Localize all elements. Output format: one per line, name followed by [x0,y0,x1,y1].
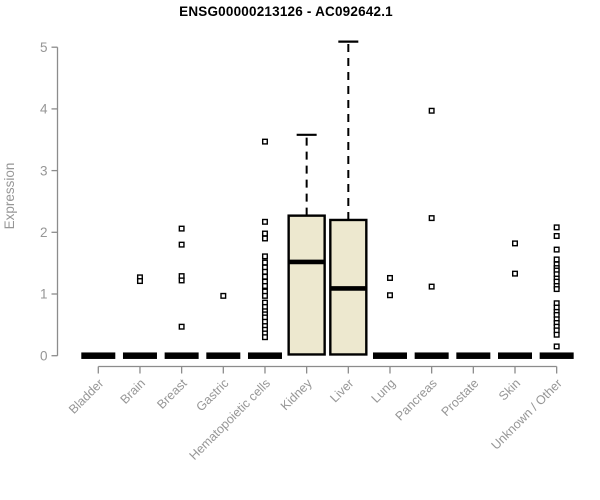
chart-title: ENSG00000213126 - AC092642.1 [179,4,393,19]
outlier-point-hematopoietic-cells [261,138,268,145]
outlier-point-skin [512,270,519,277]
x-tick-label-pancreas: Pancreas [393,376,440,423]
outlier-point-unknown-other [553,286,560,293]
x-tick-label-bladder: Bladder [66,376,106,416]
x-tick-label-hematopoietic-cells: Hematopoietic cells [187,376,274,463]
outlier-point-brain [136,278,143,285]
outlier-point-skin [512,240,519,247]
outlier-point-hematopoietic-cells [261,292,268,299]
box-collapsed-bladder [81,352,116,359]
outlier-point-unknown-other [553,246,560,253]
x-tick-label-skin: Skin [496,376,523,403]
outlier-point-breast [178,277,185,284]
y-tick-label-2: 2 [40,225,48,240]
outlier-point-unknown-other [553,256,560,263]
y-tick-label-0: 0 [40,348,48,363]
outlier-point-hematopoietic-cells [261,268,268,275]
outlier-point-lung [386,274,393,281]
outlier-point-hematopoietic-cells [261,253,268,260]
outlier-point-hematopoietic-cells [261,218,268,225]
outlier-point-breast [178,225,185,232]
outlier-point-gastric [220,292,227,299]
box-collapsed-brain [122,352,157,359]
x-tick-label-brain: Brain [118,376,149,407]
outlier-point-pancreas [428,107,435,114]
box-collapsed-pancreas [414,352,449,359]
outlier-point-lung [386,292,393,299]
y-tick-label-5: 5 [40,40,48,55]
y-tick-label-4: 4 [40,102,48,117]
x-tick-label-prostate: Prostate [439,376,482,419]
outlier-point-hematopoietic-cells [261,282,268,289]
box-collapsed-unknown-other [539,352,574,359]
box-collapsed-hematopoietic-cells [247,352,282,359]
x-tick-label-gastric: Gastric [194,376,232,414]
box-kidney [287,214,326,356]
x-tick-label-kidney: Kidney [278,376,315,413]
box-collapsed-gastric [206,352,241,359]
outlier-point-unknown-other [553,331,560,338]
box-collapsed-breast [164,352,199,359]
x-tick-label-liver: Liver [327,376,356,405]
outlier-point-breast [178,241,185,248]
x-tick-label-breast: Breast [154,376,190,412]
outlier-point-hematopoietic-cells [261,259,268,266]
y-tick-label-1: 1 [40,287,48,302]
outlier-point-hematopoietic-cells [261,334,268,341]
box-collapsed-prostate [456,352,491,359]
outlier-point-unknown-other [553,343,560,350]
outlier-point-hematopoietic-cells [261,230,268,237]
y-axis-label: Expression [2,163,17,230]
box-collapsed-skin [498,352,532,359]
outlier-point-hematopoietic-cells [261,235,268,242]
box-collapsed-lung [372,352,407,359]
outlier-point-breast [178,323,185,330]
outlier-point-pancreas [428,215,435,222]
x-tick-label-lung: Lung [369,376,399,406]
outlier-point-unknown-other [553,233,560,240]
x-tick-label-unknown-other: Unknown / Other [489,376,565,452]
outlier-point-hematopoietic-cells [261,273,268,280]
outlier-point-unknown-other [553,224,560,231]
outlier-point-pancreas [428,283,435,290]
y-tick-label-3: 3 [40,163,48,178]
